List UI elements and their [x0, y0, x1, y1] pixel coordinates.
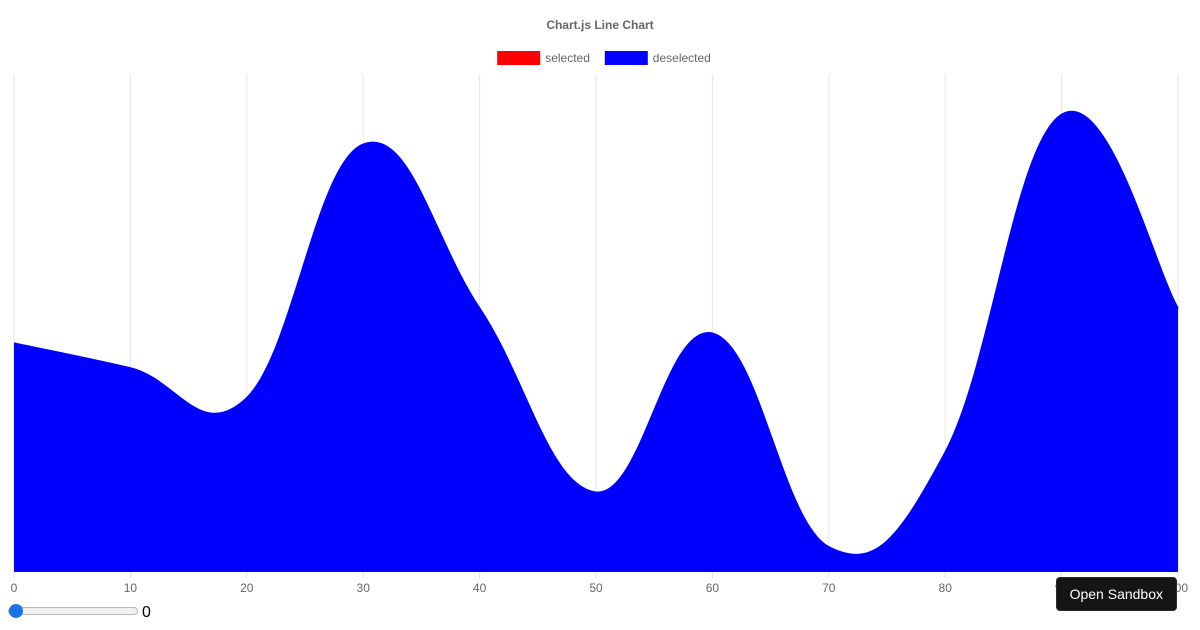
- x-tick-label: 50: [589, 581, 603, 595]
- x-tick-label: 30: [357, 581, 371, 595]
- legend-label-selected: selected: [545, 51, 590, 65]
- slider-value: 0: [142, 604, 151, 621]
- x-tick-label: 40: [473, 581, 487, 595]
- x-tick-label: 0: [11, 581, 18, 595]
- series-layer: [13, 110, 1179, 573]
- x-tick-label: 70: [822, 581, 836, 595]
- series-line-deselected: [13, 110, 1179, 556]
- line-chart: Chart.js Line Chart selected deselected 0…: [11, 18, 1189, 595]
- legend: selected deselected: [497, 51, 711, 65]
- open-sandbox-button[interactable]: Open Sandbox: [1055, 577, 1177, 611]
- x-tick-label: 80: [939, 581, 953, 595]
- series-area-deselected: [14, 111, 1178, 573]
- legend-item-deselected[interactable]: deselected: [604, 51, 711, 65]
- x-tick-label: 20: [240, 581, 254, 595]
- legend-swatch-deselected: [604, 51, 648, 65]
- x-axis: 0102030405060708090100: [11, 581, 1189, 595]
- legend-swatch-selected: [497, 51, 541, 65]
- slider-thumb[interactable]: [9, 604, 23, 618]
- legend-item-selected[interactable]: selected: [497, 51, 590, 65]
- legend-label-deselected: deselected: [653, 51, 711, 65]
- slider-control: 0: [8, 601, 151, 621]
- x-tick-label: 10: [124, 581, 138, 595]
- chart-title: Chart.js Line Chart: [546, 18, 653, 32]
- range-slider[interactable]: [8, 604, 138, 618]
- x-tick-label: 60: [706, 581, 720, 595]
